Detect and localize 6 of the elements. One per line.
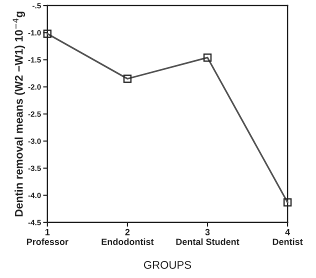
x-tick-label: 2 Endodontist xyxy=(102,228,154,246)
x-tick-label: 4 Dentist xyxy=(272,228,303,246)
x-tick-label: 3 Dental Student xyxy=(176,228,240,246)
y-axis-title: Dentin removal means (W2 −W1) 10$^{−4}$g xyxy=(12,12,26,216)
x-axis-title: GROUPS xyxy=(144,260,192,269)
x-tick-label: 1 Professor xyxy=(26,228,68,246)
